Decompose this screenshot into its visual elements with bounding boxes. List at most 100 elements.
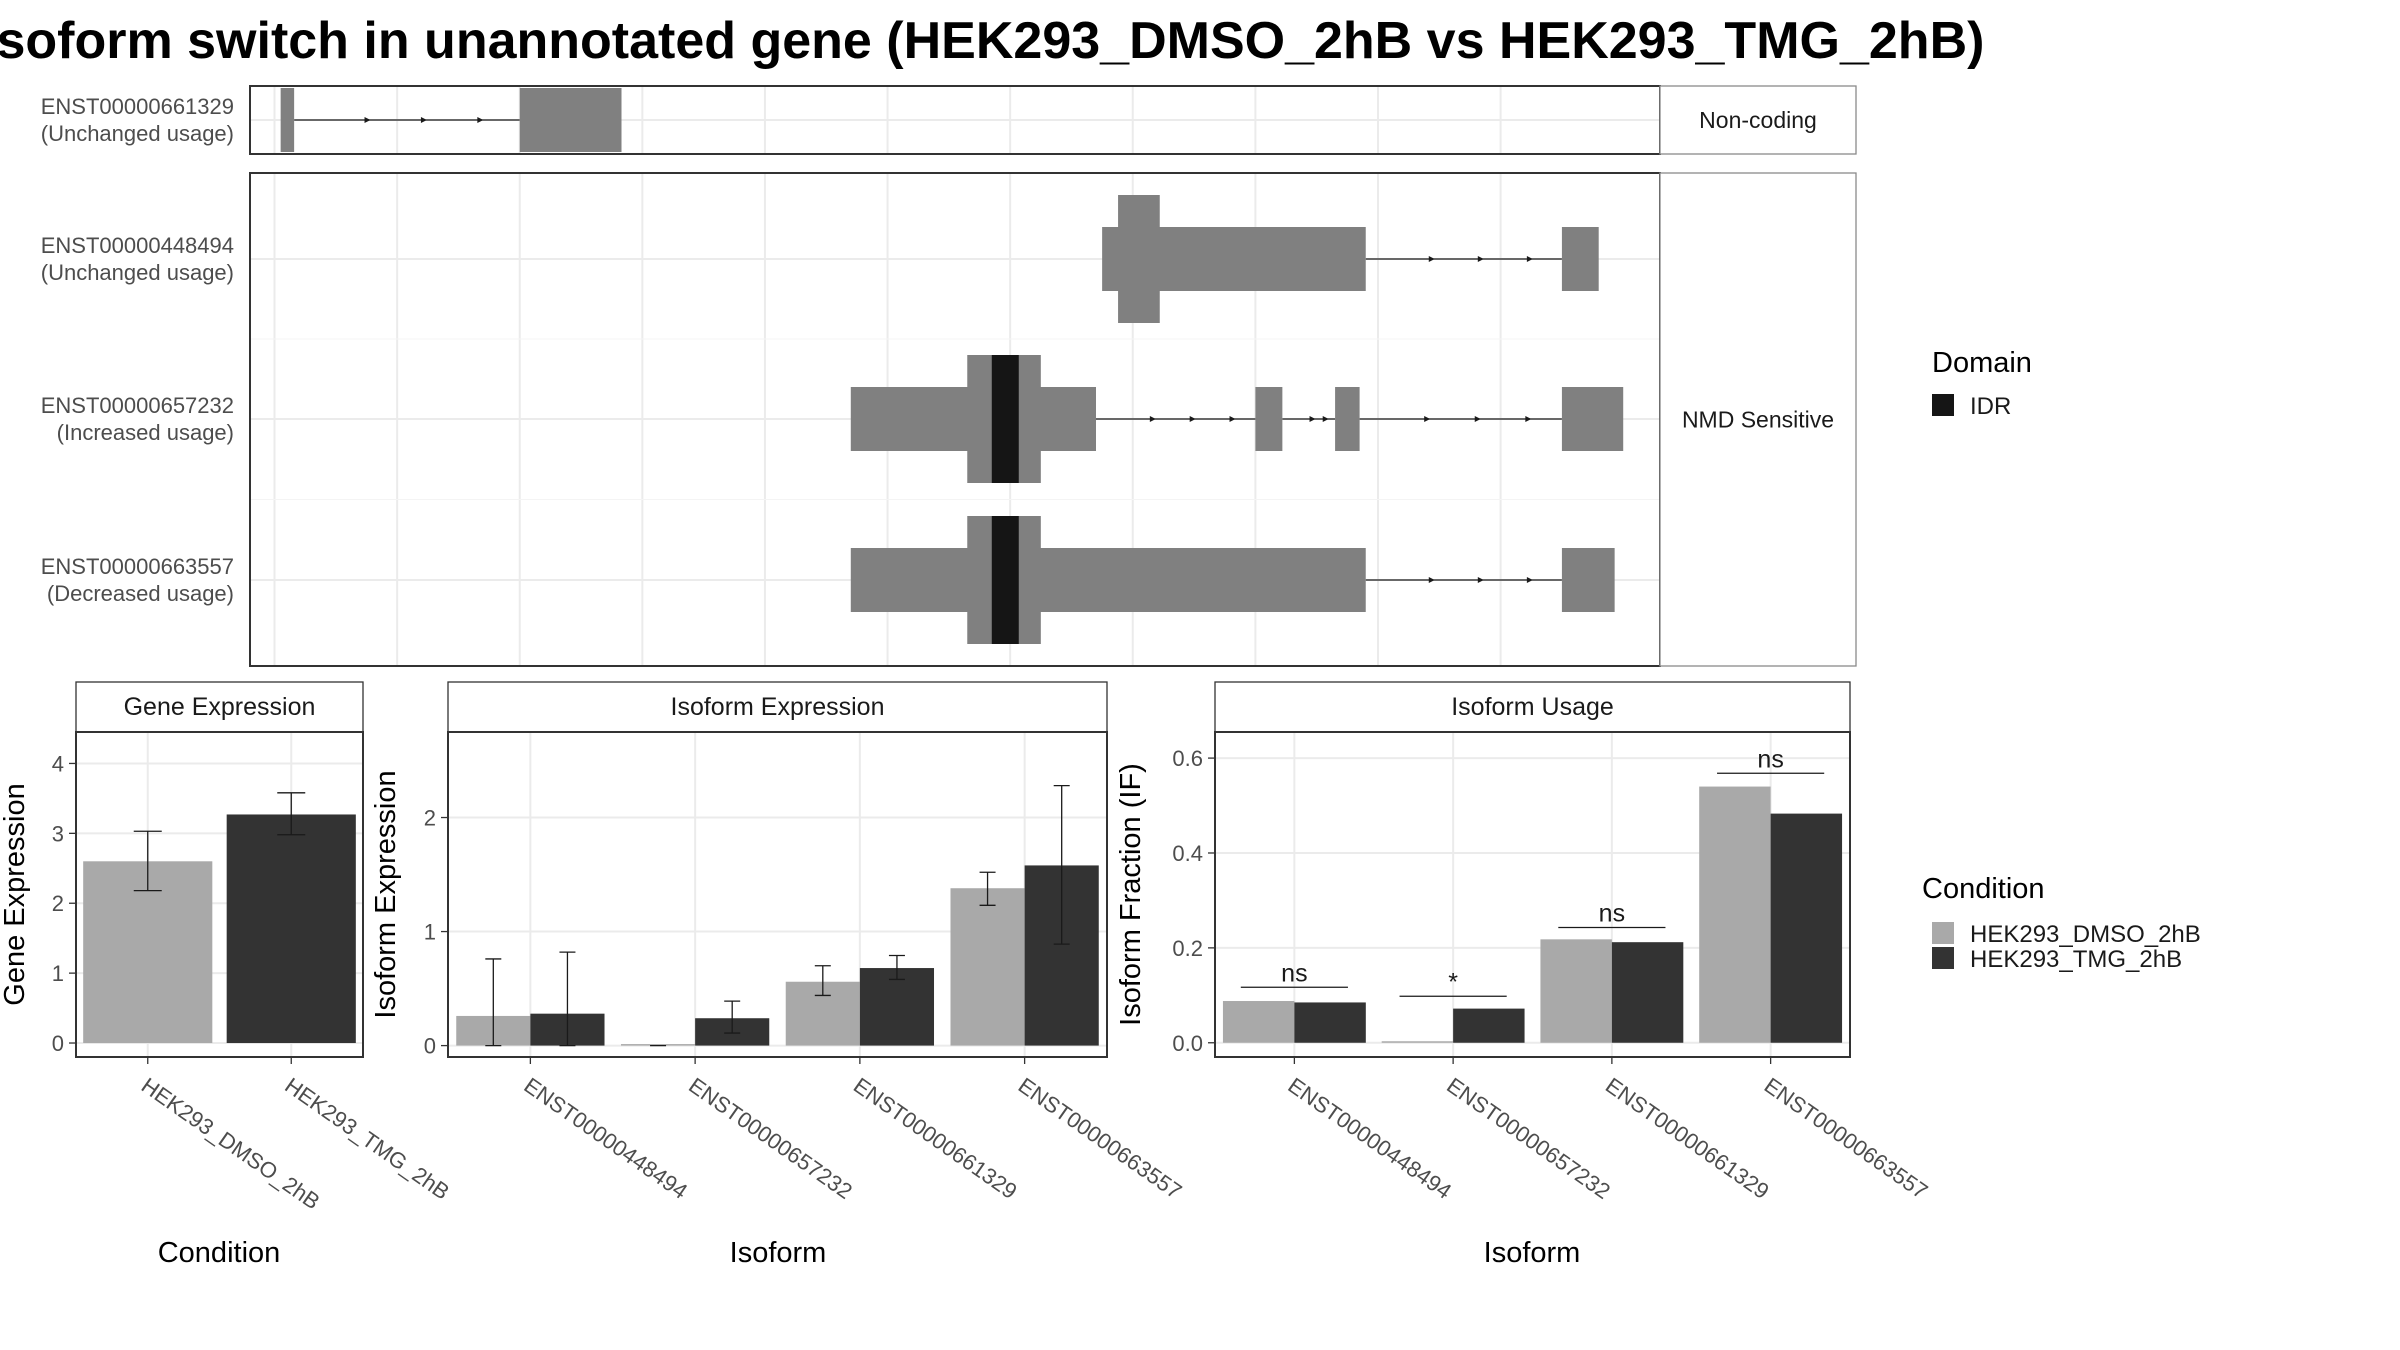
bar: [950, 888, 1025, 1046]
x-tick-label: ENST00000448494: [520, 1073, 693, 1204]
facet-strip-label: Non-coding: [1699, 107, 1817, 133]
y-tick-label: 0.0: [1172, 1031, 1203, 1056]
y-tick-label: 3: [52, 821, 64, 846]
intron-arrow: [1309, 416, 1316, 422]
bar: [859, 968, 935, 1046]
bar: [83, 861, 213, 1044]
cds-block: [1118, 195, 1160, 323]
domain-legend-title: Domain: [1932, 347, 2032, 379]
exon-block: [1561, 227, 1599, 291]
bar: [1453, 1008, 1525, 1043]
isoform-usage-label: (Increased usage): [57, 420, 234, 445]
dmso-legend-swatch: [1932, 922, 1954, 944]
bar-panels: Gene Expression01234HEK293_DMSO_2hBHEK29…: [0, 681, 1933, 1269]
domain-legend: Domain IDR: [1932, 347, 2032, 420]
isoform-id-label: ENST00000661329: [41, 94, 234, 119]
bar: [1611, 942, 1684, 1043]
dmso-legend-label: HEK293_DMSO_2hB: [1970, 921, 2201, 948]
x-tick-label: ENST00000657232: [1442, 1073, 1615, 1204]
bar: [1699, 786, 1771, 1043]
isoform-usage-label: (Unchanged usage): [41, 260, 234, 285]
bar: [1222, 1001, 1295, 1043]
x-tick-label: ENST00000663557: [1014, 1073, 1187, 1204]
tmg-legend-swatch: [1932, 947, 1954, 969]
chart-title: Isoform switch in unannotated gene (HEK2…: [0, 12, 1984, 70]
exon-block: [280, 88, 295, 152]
idr-domain: [991, 516, 1019, 644]
idr-legend-swatch: [1932, 394, 1954, 416]
y-axis-label: Isoform Fraction (IF): [1115, 763, 1147, 1026]
x-axis-label: Isoform: [730, 1237, 827, 1269]
y-tick-label: 0.4: [1172, 841, 1203, 866]
panel-border: [1214, 731, 1851, 1058]
y-tick-label: 1: [52, 961, 64, 986]
isoform-id-label: ENST00000663557: [41, 554, 234, 579]
x-tick-label: ENST00000661329: [849, 1073, 1022, 1204]
intron-arrow: [1477, 577, 1484, 583]
x-tick-label: ENST00000663557: [1760, 1073, 1933, 1204]
intron-arrow: [1428, 256, 1435, 262]
facet-strip-label: NMD Sensitive: [1682, 407, 1834, 433]
intron-arrow: [1525, 416, 1532, 422]
exon-block: [850, 548, 1366, 612]
intron-arrow: [1477, 256, 1484, 262]
panel-strip: [75, 681, 364, 733]
intron-arrow: [1526, 256, 1533, 262]
intron-arrow: [1428, 577, 1435, 583]
exon-block: [1561, 387, 1624, 451]
panel-title: Gene Expression: [124, 693, 316, 721]
x-axis-label: Isoform: [1484, 1237, 1581, 1269]
isoform-id-label: ENST00000657232: [41, 393, 234, 418]
gene-structure-panel: ENST00000661329(Unchanged usage)Non-codi…: [41, 85, 1857, 667]
idr-legend-label: IDR: [1970, 393, 2011, 420]
intron-arrow: [1424, 416, 1431, 422]
significance-label: ns: [1281, 959, 1307, 987]
isoform-id-label: ENST00000448494: [41, 233, 234, 258]
y-tick-label: 0.6: [1172, 746, 1203, 771]
y-tick-label: 2: [424, 806, 436, 831]
isoform-usage-label: (Unchanged usage): [41, 121, 234, 146]
intron-arrow: [420, 117, 427, 123]
significance-label: ns: [1757, 745, 1783, 773]
facet-strip: [1659, 172, 1857, 667]
isoform-usage-label: (Decreased usage): [47, 581, 234, 606]
panel-border: [75, 731, 364, 1058]
y-tick-label: 0.2: [1172, 936, 1203, 961]
y-tick-label: 0: [52, 1031, 64, 1056]
intron-arrow: [364, 117, 371, 123]
exon-block: [1561, 548, 1615, 612]
bar: [1540, 939, 1612, 1043]
y-axis-label: Gene Expression: [0, 783, 31, 1005]
exon-block: [1255, 387, 1283, 451]
bar: [1294, 1002, 1366, 1043]
condition-legend: Condition HEK293_DMSO_2hB HEK293_TMG_2hB: [1922, 873, 2201, 973]
bar: [620, 1044, 696, 1046]
bar: [1381, 1041, 1454, 1043]
intron-arrow: [1474, 416, 1481, 422]
panel-strip: [447, 681, 1108, 733]
intron-arrow: [1189, 416, 1196, 422]
y-tick-label: 0: [424, 1034, 436, 1059]
panel-border: [447, 731, 1108, 1058]
idr-domain: [991, 355, 1019, 483]
x-tick-label: ENST00000657232: [684, 1073, 857, 1204]
exon-block: [1335, 387, 1360, 451]
y-tick-label: 2: [52, 891, 64, 916]
x-axis-label: Condition: [158, 1237, 281, 1269]
bar: [1770, 813, 1843, 1043]
intron-arrow: [1229, 416, 1236, 422]
bar: [226, 814, 356, 1044]
panel-title: Isoform Expression: [671, 693, 885, 721]
exon-block: [519, 88, 622, 152]
intron-arrow: [1322, 416, 1329, 422]
y-tick-label: 1: [424, 920, 436, 945]
condition-legend-title: Condition: [1922, 873, 2045, 905]
y-axis-label: Isoform Expression: [370, 770, 402, 1018]
x-tick-label: ENST00000661329: [1601, 1073, 1774, 1204]
intron-arrow: [1526, 577, 1533, 583]
intron-arrow: [1149, 416, 1156, 422]
intron-arrow: [477, 117, 484, 123]
y-tick-label: 4: [52, 751, 64, 776]
tmg-legend-label: HEK293_TMG_2hB: [1970, 946, 2182, 973]
